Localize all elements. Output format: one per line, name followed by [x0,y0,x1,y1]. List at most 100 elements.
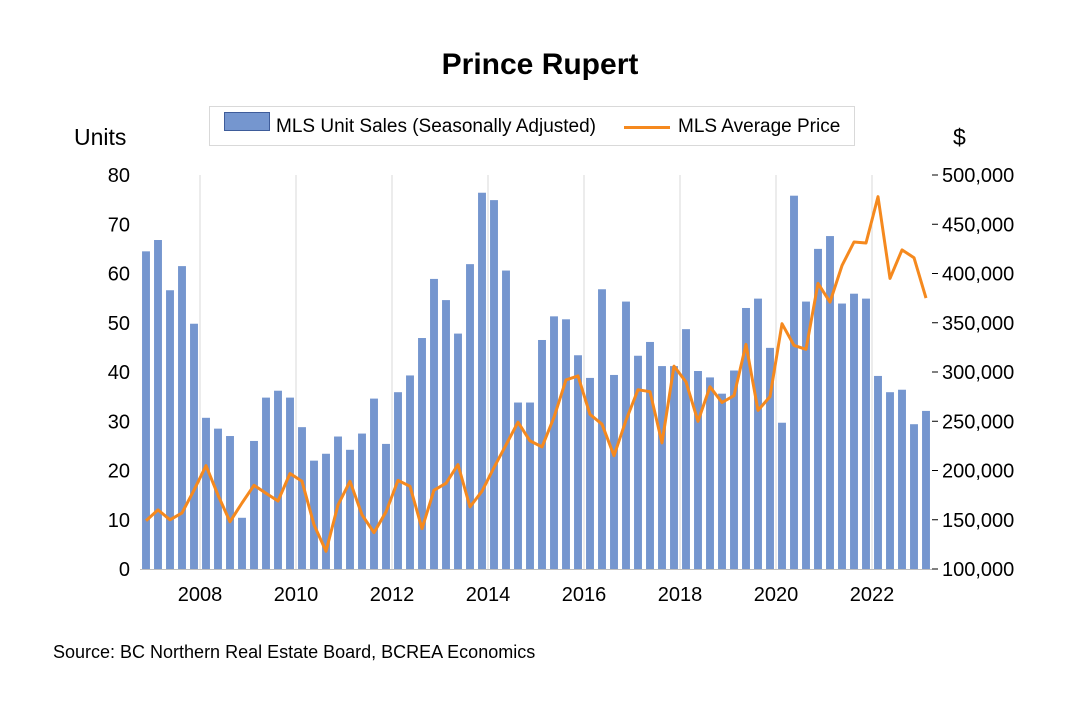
bar-unit-sales [370,398,378,569]
bar-unit-sales [214,428,222,569]
bar-unit-sales [538,339,546,569]
bar-unit-sales [154,240,162,569]
bar-unit-sales [610,374,618,569]
bar-unit-sales [166,290,174,569]
y-left-tick-label: 10 [108,510,130,532]
bar-unit-sales [142,251,150,569]
bar-unit-sales [262,397,270,569]
bar-unit-sales [382,443,390,569]
y-right-tick-label: 400,000 [942,264,1014,286]
y-left-tick-label: 50 [108,313,130,335]
bar-unit-sales [790,195,798,569]
y-left-tick-label: 70 [108,214,130,236]
bar-unit-sales [634,355,642,569]
line-average-price [144,195,928,553]
y-left-tick-label: 20 [108,461,130,483]
bar-unit-sales [670,366,678,569]
y-right-tick-label: 150,000 [942,510,1014,532]
x-tick-label: 2016 [562,584,607,606]
bar-unit-sales [442,300,450,569]
bar-unit-sales [526,402,534,569]
chart-title: Prince Rupert [441,48,639,81]
bar-unit-sales [274,390,282,569]
bar-unit-sales [514,402,522,569]
bar-unit-sales [418,338,426,569]
bar-unit-sales [346,449,354,569]
bar-unit-sales [778,422,786,569]
bar-unit-sales [802,301,810,569]
bar-unit-sales [454,333,462,569]
bar-unit-sales [574,355,582,569]
bar-unit-sales [718,393,726,569]
x-tick-label: 2022 [850,584,895,606]
bar-unit-sales [250,440,258,569]
bar-unit-sales [682,329,690,569]
x-tick-label: 2020 [754,584,799,606]
y-left-tick-label: 40 [108,362,130,384]
bar-unit-sales [886,392,894,569]
bar-unit-sales [862,298,870,569]
bar-unit-sales [838,303,846,569]
legend-line-swatch [624,126,670,129]
x-tick-label: 2008 [178,584,223,606]
bar-unit-sales [286,397,294,569]
bar-unit-sales [754,298,762,569]
bar-unit-sales [322,453,330,569]
bar-unit-sales [190,323,198,569]
bar-unit-sales [874,375,882,569]
bar-unit-sales [586,377,594,569]
y-left-tick-label: 80 [108,165,130,187]
y-left-axis-title: Units [74,124,127,150]
bar-unit-sales [850,293,858,569]
bar-unit-sales [298,427,306,569]
bar-unit-sales [502,270,510,569]
y-left-tick-label: 30 [108,411,130,433]
bar-unit-sales [550,316,558,569]
bar-unit-sales [490,200,498,569]
y-right-tick-label: 250,000 [942,411,1014,433]
bar-unit-sales [562,319,570,569]
bar-unit-sales [226,436,234,569]
bar-unit-sales [694,371,702,569]
bar-unit-sales [478,192,486,570]
y-right-tick-label: 350,000 [942,313,1014,335]
bar-unit-sales [622,301,630,569]
legend-label-average-price: MLS Average Price [678,116,841,137]
bar-unit-sales [202,417,210,569]
bar-unit-sales [178,266,186,569]
bar-unit-sales [658,366,666,569]
y-right-tick-label: 450,000 [942,214,1014,236]
bar-unit-sales [730,370,738,569]
y-right-tick-label: 200,000 [942,461,1014,483]
bar-unit-sales [706,377,714,569]
source-note: Source: BC Northern Real Estate Board, B… [53,642,536,662]
bar-unit-sales [826,236,834,569]
y-right-axis-title: $ [953,124,966,150]
bar-unit-sales [406,375,414,569]
y-right-tick-label: 300,000 [942,362,1014,384]
legend-label-unit-sales: MLS Unit Sales (Seasonally Adjusted) [276,116,596,137]
bar-unit-sales [766,347,774,569]
bar-unit-sales [922,410,930,569]
legend-bar-swatch [224,112,270,131]
bar-unit-sales [742,307,750,569]
legend: MLS Unit Sales (Seasonally Adjusted) MLS… [209,106,855,146]
bar-unit-sales [430,278,438,569]
x-tick-label: 2010 [274,584,319,606]
bar-unit-sales [598,289,606,569]
bar-unit-sales [910,424,918,569]
y-right-tick-label: 500,000 [942,165,1014,187]
y-right-tick-label: 100,000 [942,559,1014,581]
bar-unit-sales [898,389,906,569]
x-tick-label: 2014 [466,584,511,606]
bar-unit-sales [646,341,654,569]
y-left-tick-label: 60 [108,264,130,286]
y-left-tick-label: 0 [119,559,130,581]
bar-unit-sales [358,433,366,569]
x-tick-label: 2012 [370,584,415,606]
bar-unit-sales [814,248,822,569]
x-tick-label: 2018 [658,584,703,606]
bar-unit-sales [310,460,318,569]
bar-unit-sales [466,264,474,569]
